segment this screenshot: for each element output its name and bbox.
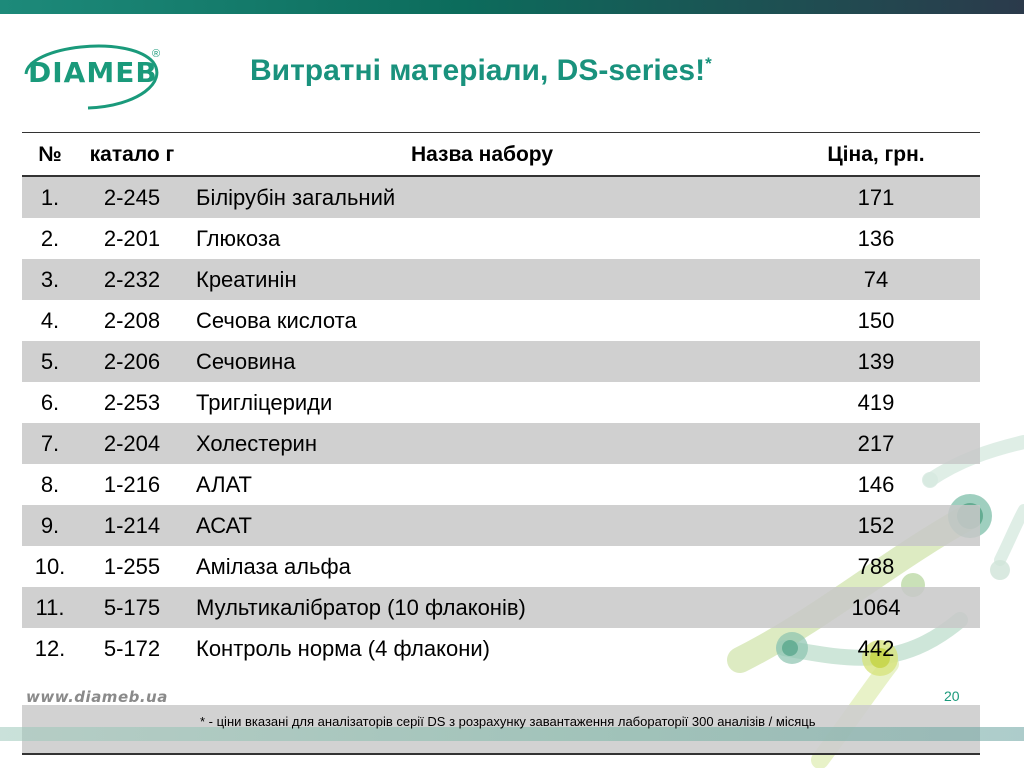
row-catalog: 2-208 — [103, 307, 161, 333]
row-kit-name: Амілаза альфа — [196, 553, 351, 579]
row-price: 419 — [857, 389, 895, 415]
row-catalog: 5-172 — [103, 635, 161, 661]
row-kit-name: Сечовина — [186, 341, 772, 382]
row-kit-name: Креатинін — [186, 259, 772, 300]
table-row: 5. 2-206 Сечовина 139 — [22, 341, 980, 382]
row-price: 136 — [857, 225, 895, 251]
table-row: 6. 2-253 Тригліцериди 419 — [22, 382, 980, 423]
row-number: 9. — [22, 505, 78, 546]
row-price: 171 — [772, 176, 980, 218]
header-kit-name: Назва набору — [186, 132, 772, 177]
header-price: Ціна, грн. — [772, 132, 980, 177]
row-price: 788 — [857, 553, 895, 579]
row-number: 6. — [40, 389, 60, 415]
table-row: 3. 2-232 Креатинін 74 — [22, 259, 980, 300]
header-number: № — [22, 132, 78, 177]
table-header-row: № катало г Назва набору Ціна, грн. — [22, 132, 980, 177]
row-catalog: 2-253 — [103, 389, 161, 415]
table-row: 10. 1-255 Амілаза альфа 788 — [22, 546, 980, 587]
row-kit-name: АСАТ — [186, 505, 772, 546]
title-asterisk: * — [705, 54, 712, 73]
row-price: 150 — [857, 307, 895, 333]
row-number: 12. — [34, 635, 66, 661]
row-price: 152 — [772, 505, 980, 546]
logo-registered-mark: ® — [152, 48, 161, 60]
table-row: 12. 5-172 Контроль норма (4 флакони) 442 — [22, 628, 980, 669]
row-kit-name: Білірубін загальний — [186, 176, 772, 218]
row-kit-name: Мультикалібратор (10 флаконів) — [186, 587, 772, 628]
bottom-band — [0, 727, 1024, 741]
logo-swoosh-icon — [24, 44, 159, 110]
table-row: 7. 2-204 Холестерин 217 — [22, 423, 980, 464]
website-link[interactable]: www.diameb.ua — [26, 688, 168, 706]
row-price: 74 — [772, 259, 980, 300]
row-kit-name: Холестерин — [186, 423, 772, 464]
row-catalog: 2-201 — [103, 225, 161, 251]
table-row: 1. 2-245 Білірубін загальний 171 — [22, 176, 980, 218]
row-kit-name: Контроль норма (4 флакони) — [196, 635, 491, 661]
row-catalog: 1-255 — [103, 553, 161, 579]
row-number: 7. — [22, 423, 78, 464]
row-catalog: 2-204 — [78, 423, 186, 464]
table-row: 8. 1-216 АЛАТ 146 — [22, 464, 980, 505]
consumables-table: № катало г Назва набору Ціна, грн. 1. 2-2… — [22, 132, 980, 669]
page-title: Витратні матеріали, DS-series!* — [250, 54, 712, 88]
page-number: 20 — [944, 688, 960, 704]
row-number: 5. — [22, 341, 78, 382]
table-row: 2. 2-201 Глюкоза 136 — [22, 218, 980, 259]
row-catalog: 5-175 — [78, 587, 186, 628]
row-price: 139 — [772, 341, 980, 382]
logo-text: DIAMEB — [28, 56, 158, 89]
row-catalog: 2-245 — [78, 176, 186, 218]
table-row: 9. 1-214 АСАТ 152 — [22, 505, 980, 546]
table-row: 11. 5-175 Мультикалібратор (10 флаконів) 10… — [22, 587, 980, 628]
row-number: 10. — [34, 553, 66, 579]
row-number: 8. — [40, 471, 60, 497]
footnote: * - ціни вказані для аналізаторів серії … — [200, 714, 816, 729]
header-catalog: катало г — [78, 132, 186, 177]
row-price: 217 — [772, 423, 980, 464]
row-catalog: 1-214 — [78, 505, 186, 546]
row-price: 1064 — [772, 587, 980, 628]
row-number: 11. — [22, 587, 78, 628]
row-number: 2. — [40, 225, 60, 251]
row-number: 1. — [22, 176, 78, 218]
row-kit-name: АЛАТ — [196, 471, 252, 497]
table-row: 4. 2-208 Сечова кислота 150 — [22, 300, 980, 341]
top-band — [0, 0, 1024, 14]
row-catalog: 2-232 — [78, 259, 186, 300]
row-catalog: 1-216 — [103, 471, 161, 497]
row-number: 4. — [40, 307, 60, 333]
row-price: 146 — [857, 471, 895, 497]
company-logo: DIAMEB ® — [18, 34, 168, 114]
row-kit-name: Глюкоза — [196, 225, 281, 251]
row-kit-name: Сечова кислота — [196, 307, 357, 333]
row-kit-name: Тригліцериди — [196, 389, 333, 415]
row-price: 442 — [857, 635, 895, 661]
row-catalog: 2-206 — [78, 341, 186, 382]
page-title-text: Витратні матеріали, DS-series! — [250, 54, 706, 87]
row-number: 3. — [22, 259, 78, 300]
